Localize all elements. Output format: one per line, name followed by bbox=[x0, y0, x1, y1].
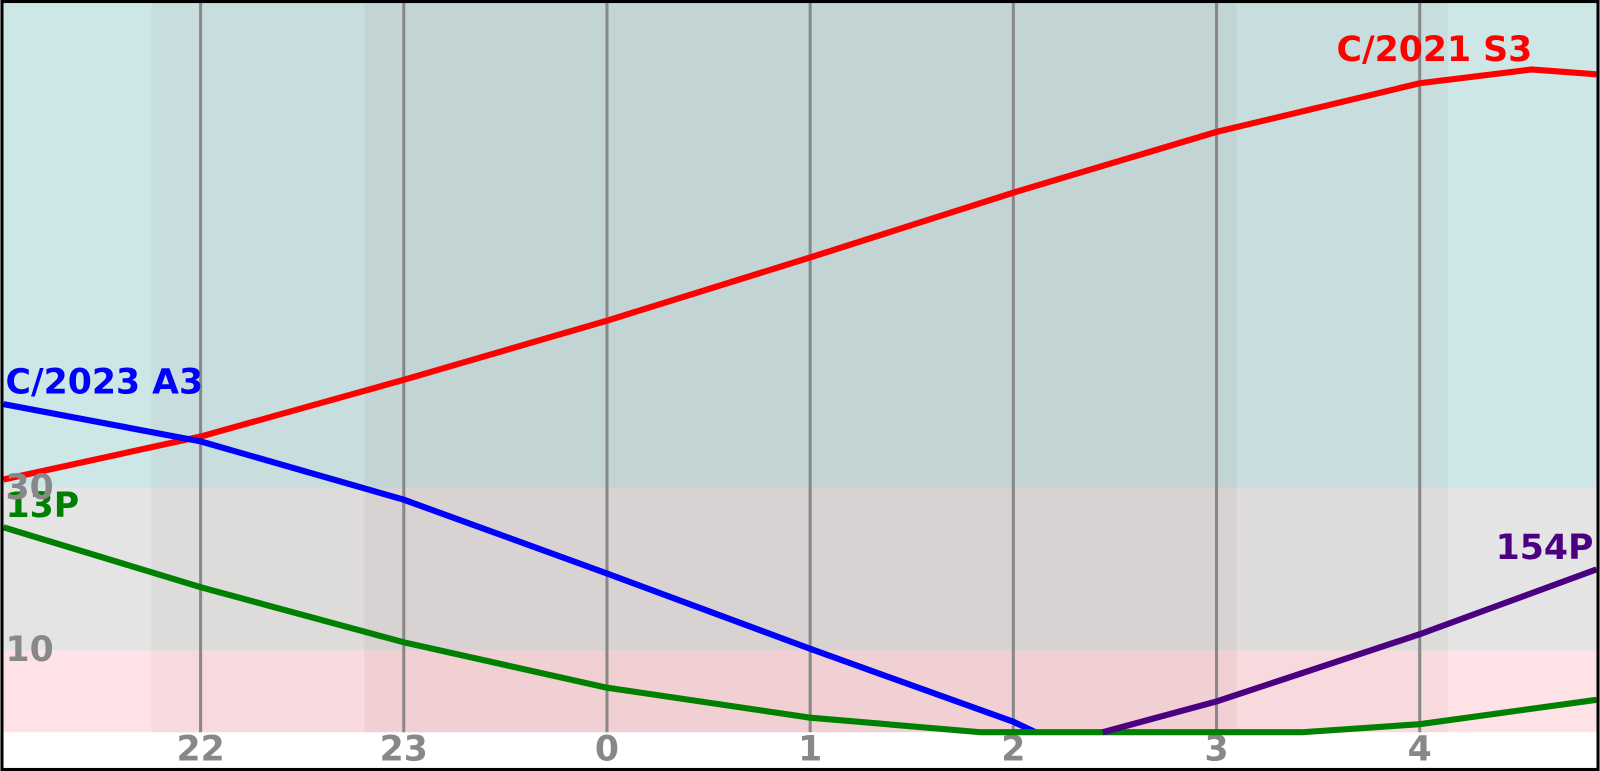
series-label: 13P bbox=[6, 486, 80, 526]
series-label: 154P bbox=[1496, 528, 1594, 568]
series-label: C/2023 A3 bbox=[6, 363, 204, 403]
band-mid bbox=[3, 487, 1597, 651]
y-tick-label: 10 bbox=[6, 630, 54, 670]
twilight bbox=[151, 3, 1448, 733]
band-high bbox=[3, 3, 1597, 488]
night bbox=[364, 3, 1237, 733]
series-label: C/2021 S3 bbox=[1337, 30, 1533, 70]
x-tick-label: 1 bbox=[798, 730, 822, 770]
series-line bbox=[2, 401, 1037, 736]
x-tick-label: 4 bbox=[1408, 730, 1432, 770]
x-tick-label: 3 bbox=[1204, 730, 1228, 770]
x-tick-label: 0 bbox=[595, 730, 619, 770]
x-tick-label: 2 bbox=[1001, 730, 1025, 770]
series-line bbox=[1101, 566, 1598, 736]
y-tick-label: 30 bbox=[6, 468, 54, 508]
series-line bbox=[2, 66, 1597, 483]
series-line bbox=[2, 524, 1597, 736]
x-tick-label: 22 bbox=[176, 730, 224, 770]
x-tick-label: 23 bbox=[380, 730, 428, 770]
